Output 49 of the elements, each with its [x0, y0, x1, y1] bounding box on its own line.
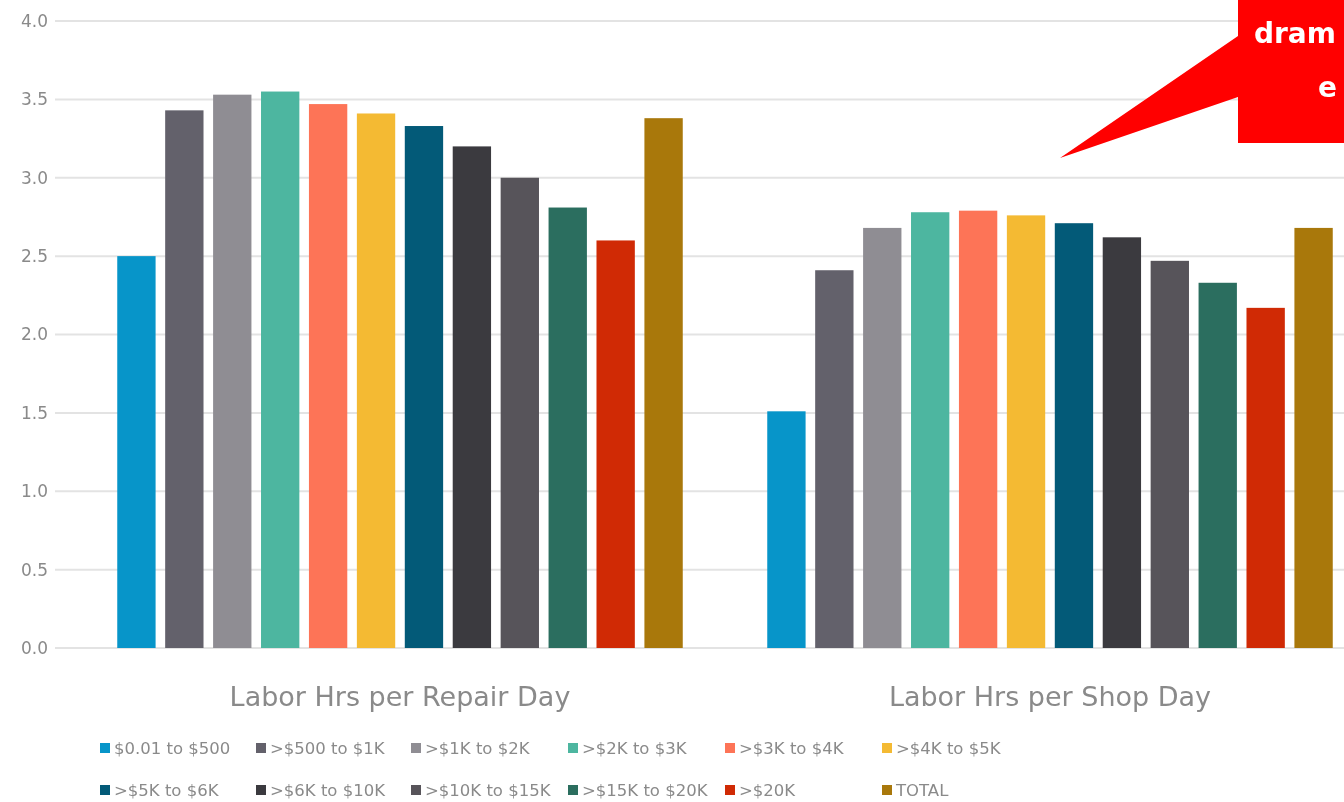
y-tick-label: 3.0: [20, 167, 48, 188]
legend-label: >$20K: [739, 781, 797, 800]
legend-label: >$15K to $20K: [582, 781, 709, 800]
bar: [767, 411, 806, 648]
legend-label: $0.01 to $500: [114, 739, 231, 758]
legend-label: TOTAL: [895, 781, 950, 800]
legend-label: >$6K to $10K: [270, 781, 387, 800]
bar: [1054, 223, 1094, 648]
x-tick-label: Labor Hrs per Repair Day: [229, 681, 571, 712]
annotation: dram: [1254, 17, 1336, 50]
bar: [958, 210, 998, 648]
bar: [165, 110, 204, 648]
bar: [548, 207, 587, 648]
bar: [308, 104, 348, 648]
legend-label: >$3K to $4K: [739, 739, 845, 758]
bar: [863, 227, 902, 648]
bar: [117, 256, 156, 648]
bar: [1246, 307, 1285, 648]
bar: [596, 240, 635, 648]
legend-label: >$4K to $5K: [896, 739, 1002, 758]
bar: [1006, 215, 1046, 648]
bar: [404, 126, 444, 648]
legend-label: >$10K to $15K: [425, 781, 552, 800]
x-tick-label: Labor Hrs per Shop Day: [888, 681, 1212, 712]
bar: [500, 177, 539, 648]
y-tick-label: 4.0: [20, 10, 48, 31]
bar: [815, 270, 854, 648]
bar: [1150, 260, 1189, 648]
annotation: e: [1318, 71, 1337, 104]
bar: [261, 91, 300, 648]
bar: [911, 212, 950, 648]
bar: [213, 94, 252, 648]
legend-label: >$2K to $3K: [582, 739, 688, 758]
y-tick-label: 0.0: [20, 637, 48, 658]
y-tick-label: 0.5: [20, 559, 48, 580]
legend-label: >$1K to $2K: [425, 739, 531, 758]
y-tick-label: 1.0: [20, 481, 48, 502]
bar: [1198, 282, 1237, 648]
y-tick-label: 3.5: [20, 89, 48, 110]
bar: [356, 113, 396, 648]
bar: [1102, 237, 1142, 648]
legend-label: >$5K to $6K: [114, 781, 220, 800]
y-tick-label: 2.0: [20, 324, 48, 345]
y-tick-label: 1.5: [20, 402, 48, 423]
bar: [452, 146, 492, 648]
bar: [644, 118, 683, 648]
bar: [1294, 227, 1333, 648]
legend-label: >$500 to $1K: [270, 739, 386, 758]
y-tick-label: 2.5: [20, 246, 48, 267]
